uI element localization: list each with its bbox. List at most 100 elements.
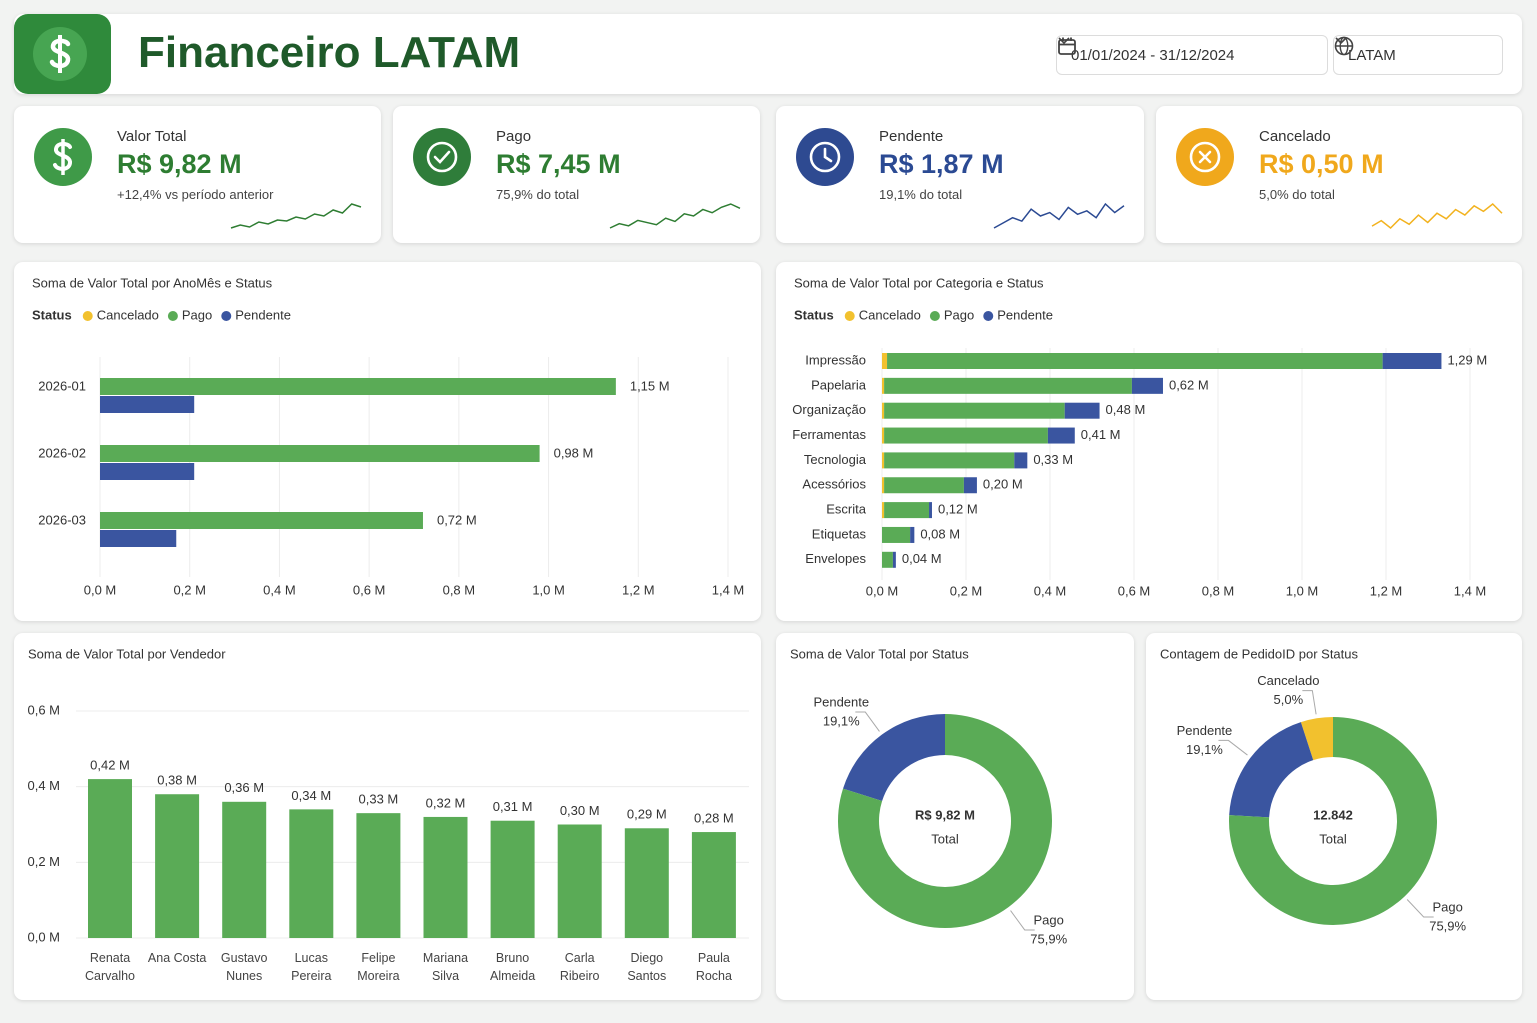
legend-swatch — [929, 311, 940, 321]
donut-slice — [1229, 717, 1437, 925]
bar-segment — [929, 502, 932, 519]
y-tick-label: Acessórios — [802, 477, 866, 492]
data-label: 0,34 M — [291, 788, 331, 803]
legend-swatch — [983, 311, 994, 321]
bar — [356, 813, 401, 938]
kpi-card: Pago R$ 7,45 M 75,9% do total — [393, 106, 760, 243]
legend-title: Status — [32, 307, 72, 322]
chart-canvas: Soma de Valor Total por Vendedor 0,0 M 0,2… — [27, 646, 749, 944]
legend-label: Cancelado — [859, 307, 921, 322]
kpi-icon — [426, 141, 458, 173]
bar-segment — [892, 551, 896, 568]
data-label: 0,04 M — [902, 551, 942, 566]
leader-line — [1010, 910, 1035, 931]
slice-value: 75,9% — [1030, 931, 1067, 946]
kpi-label: Pendente — [879, 128, 944, 145]
kpi-value: R$ 1,87 M — [879, 149, 1004, 179]
data-label: 0,28 M — [694, 811, 734, 826]
chart-canvas: Contagem de PedidoID por Status Cancelado… — [1160, 646, 1467, 933]
kpi-note: +12,4% vs período anterior — [117, 187, 274, 202]
y-tick-label: 2026-03 — [38, 512, 86, 527]
bar — [100, 378, 616, 395]
bar-segment — [1382, 353, 1442, 369]
legend-swatch — [221, 311, 232, 321]
x-tick-label: 1,0 M — [532, 582, 565, 597]
bar — [624, 828, 669, 938]
bar-segment — [882, 452, 885, 469]
header: Financeiro LATAM 01/01/2024 - 31/12/2024… — [14, 14, 1522, 94]
bar-segment — [1064, 402, 1100, 419]
kpi-note: 75,9% do total — [496, 187, 580, 202]
slice-label: Pendente — [1177, 723, 1233, 738]
slice-value: 75,9% — [1429, 918, 1466, 933]
chart-panel: Contagem de PedidoID por Status Cancelado… — [1146, 633, 1522, 1000]
legend-swatch — [167, 311, 178, 321]
bar-segment — [882, 353, 888, 369]
chart-title: Soma de Valor Total por Status — [790, 646, 969, 661]
bar — [155, 794, 200, 938]
bar-segment — [882, 402, 885, 419]
date-range: 01/01/2024 - 31/12/2024 — [1071, 46, 1235, 64]
date-filter[interactable]: 01/01/2024 - 31/12/2024 — [1056, 35, 1328, 75]
bar-segment — [882, 477, 885, 494]
bar-segment — [884, 402, 1065, 419]
chart-title: Soma de Valor Total por Vendedor — [28, 646, 226, 661]
chevron — [1335, 37, 1347, 45]
bar-segment — [887, 353, 1383, 369]
x-tick-label: 0,8 M — [443, 582, 476, 597]
donut-slice — [843, 714, 945, 802]
bar-segment — [882, 427, 885, 444]
bar-segment — [882, 551, 893, 568]
bar-segment — [1014, 452, 1028, 469]
globe-icon — [1334, 36, 1354, 56]
kpi-card: Valor Total R$ 9,82 M +12,4% vs período an… — [14, 106, 381, 243]
x-tick-label: 0,4 M — [1034, 583, 1067, 598]
chart-canvas — [34, 128, 362, 229]
bar — [691, 832, 736, 938]
kpi-icon — [433, 150, 451, 164]
bar — [289, 809, 334, 938]
x-tick-label: Diego Santos — [627, 951, 667, 983]
bar-segment — [884, 452, 1015, 469]
slice-value: 19,1% — [823, 713, 860, 728]
kpi-icon — [809, 141, 841, 173]
data-label: 0,33 M — [359, 792, 399, 807]
data-label: 0,42 M — [90, 758, 130, 773]
data-label: 0,31 M — [493, 799, 533, 814]
bar-segment — [963, 477, 977, 494]
y-tick-label: Envelopes — [805, 551, 866, 566]
data-label: 1,15 M — [630, 378, 670, 393]
legend-label: Pendente — [997, 307, 1053, 322]
slice-value: 5,0% — [1274, 692, 1304, 707]
data-label: 0,29 M — [627, 807, 667, 822]
kpi-note: 5,0% do total — [1259, 187, 1335, 202]
x-tick-label: 1,2 M — [622, 582, 655, 597]
slice-label: Cancelado — [1257, 673, 1319, 688]
data-label: 0,30 M — [560, 803, 600, 818]
kpi-label: Valor Total — [117, 128, 187, 145]
y-tick-label: 0,6 M — [27, 702, 60, 717]
bar-segment — [882, 377, 885, 394]
chart-title: Soma de Valor Total por Categoria e Stat… — [794, 275, 1044, 290]
y-tick-label: 0,2 M — [27, 854, 60, 869]
x-tick-label: 0,4 M — [263, 582, 296, 597]
data-label: 0,32 M — [426, 795, 466, 810]
region-filter[interactable]: LATAM — [1333, 35, 1503, 75]
sparkline — [609, 203, 741, 229]
data-label: 0,08 M — [920, 526, 960, 541]
slice-label: Pago — [1432, 899, 1462, 914]
y-tick-label: 0,4 M — [27, 778, 60, 793]
bar-segment — [910, 526, 915, 543]
x-tick-label: Renata Carvalho — [84, 951, 136, 983]
data-label: 0,62 M — [1169, 377, 1209, 392]
chart-canvas — [1176, 128, 1503, 230]
data-label: 0,72 M — [437, 512, 477, 527]
bar — [100, 530, 177, 547]
y-tick-label: Organização — [792, 402, 866, 417]
x-tick-label: 0,6 M — [1118, 583, 1151, 598]
y-tick-label: Ferramentas — [792, 427, 866, 442]
legend-label: Pago — [182, 307, 212, 322]
x-tick-label: 0,0 M — [84, 582, 117, 597]
x-tick-label: 0,8 M — [1202, 583, 1235, 598]
